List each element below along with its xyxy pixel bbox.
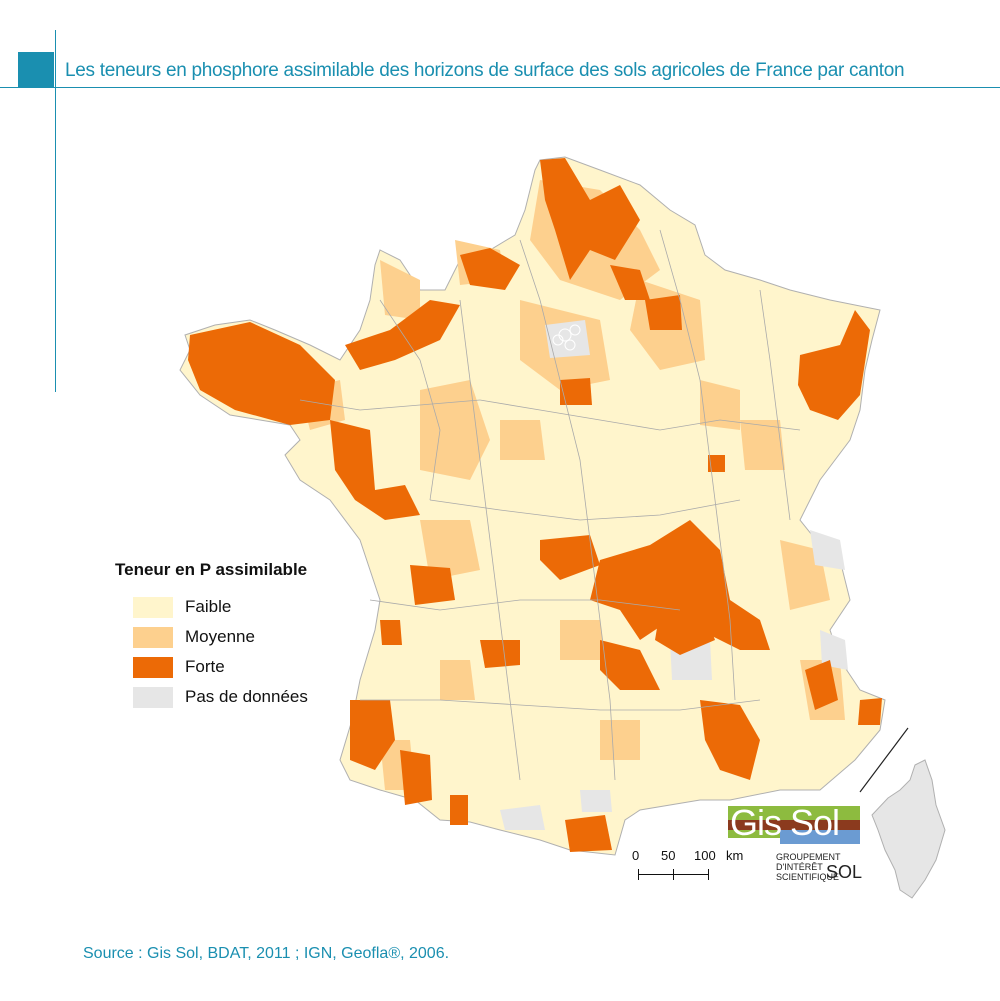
legend-swatch-faible xyxy=(133,596,173,618)
paris-cantons xyxy=(552,324,581,351)
legend-title: Teneur en P assimilable xyxy=(115,560,308,579)
scale-label-100: 100 xyxy=(694,848,716,863)
legend-label-moyenne: Moyenne xyxy=(185,627,255,646)
logo-sol: SOL xyxy=(826,862,863,882)
scale-tick xyxy=(638,869,639,880)
logo-subtitle: GROUPEMENT D'INTÉRÊT SCIENTIFIQUE xyxy=(776,852,841,882)
forte-zones xyxy=(188,158,882,852)
legend-swatch-moyenne xyxy=(133,626,173,648)
scale-label-0: 0 xyxy=(632,848,640,863)
france-mainland xyxy=(179,156,886,856)
legend-label-forte: Forte xyxy=(185,657,225,676)
scale-label-50: 50 xyxy=(661,848,676,863)
legend-swatch-forte xyxy=(133,656,173,678)
legend-label-no-data: Pas de données xyxy=(185,687,308,706)
map-title: Les teneurs en phosphore assimilable des… xyxy=(65,60,905,81)
logo-line1: GROUPEMENT xyxy=(776,852,841,862)
logo-band xyxy=(780,830,860,844)
legend-item-no-data: Pas de données xyxy=(133,682,308,712)
corsica-inset-line xyxy=(859,727,909,793)
legend-item-moyenne: Moyenne xyxy=(133,622,308,652)
legend-label-faible: Faible xyxy=(185,597,232,616)
logo-line3: SCIENTIFIQUE xyxy=(776,872,840,882)
scale-bar: 0 50 100 km xyxy=(628,848,743,888)
legend: Teneur en P assimilable Faible Moyenne F… xyxy=(115,560,308,712)
logo-line2: D'INTÉRÊT xyxy=(776,862,823,872)
scale-tick xyxy=(708,869,709,880)
scale-tick xyxy=(673,869,674,880)
title-vertical-rule xyxy=(55,30,56,392)
logo-text: Gis Sol xyxy=(730,802,840,843)
legend-item-forte: Forte xyxy=(133,652,308,682)
corsica xyxy=(871,759,946,899)
legend-swatch-no-data xyxy=(133,686,173,708)
logo-band xyxy=(728,820,860,830)
title-rule xyxy=(0,87,1000,88)
scale-label-km: km xyxy=(726,848,744,863)
source-note: Source : Gis Sol, BDAT, 2011 ; IGN, Geof… xyxy=(83,945,450,962)
title-square xyxy=(18,52,54,88)
no-data-zones xyxy=(500,320,848,830)
gis-sol-logo: Gis Sol GROUPEMENT D'INTÉRÊT SCIENTIFIQU… xyxy=(728,800,868,890)
legend-item-faible: Faible xyxy=(133,592,308,622)
department-borders xyxy=(299,229,801,781)
